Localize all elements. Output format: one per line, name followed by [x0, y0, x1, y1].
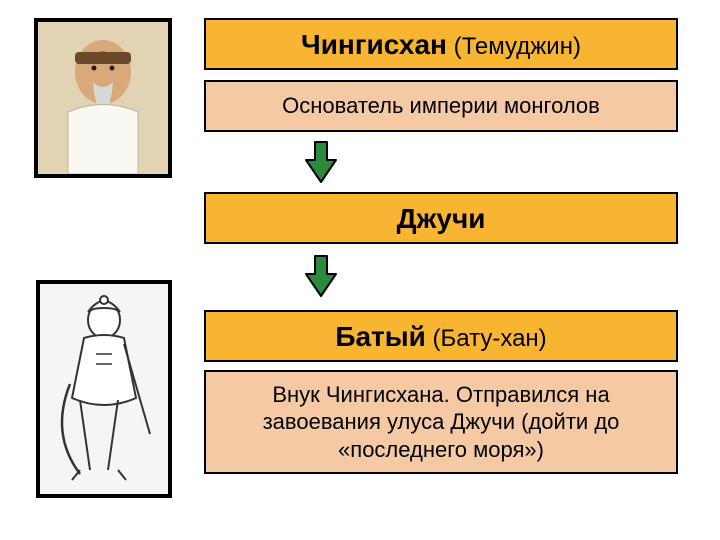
arrow-down-icon [304, 140, 338, 184]
genghis-title-box: Чингисхан (Темуджин) [204, 18, 678, 70]
batu-title-text: Батый (Бату-хан) [335, 319, 546, 354]
arrow-down-icon [304, 254, 338, 298]
genghis-title-text: Чингисхан (Темуджин) [301, 27, 581, 62]
genghis-desc-text: Основатель империи монголов [282, 92, 600, 120]
jochi-title-box: Джучи [204, 192, 678, 244]
portrait-batu [36, 280, 172, 498]
portrait-batu-image [40, 284, 168, 494]
jochi-title-text: Джучи [397, 201, 486, 236]
batu-desc-box: Внук Чингисхана. Отправился на завоевани… [204, 370, 678, 474]
genghis-desc-box: Основатель империи монголов [204, 80, 678, 132]
batu-desc-text: Внук Чингисхана. Отправился на завоевани… [216, 381, 666, 464]
portrait-genghis-image [38, 22, 168, 174]
portrait-genghis [34, 18, 172, 178]
batu-title-box: Батый (Бату-хан) [204, 310, 678, 362]
